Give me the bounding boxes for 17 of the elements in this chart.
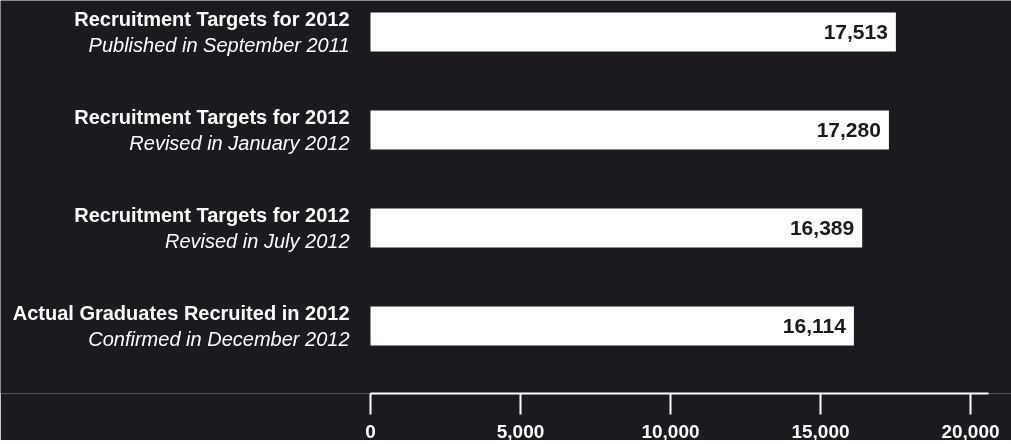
- data-label: 17,280: [816, 118, 881, 141]
- x-tick-label: 20,000: [941, 420, 1000, 442]
- bar: [370, 110, 889, 150]
- data-label: 16,114: [782, 314, 847, 337]
- x-tick-label: 5,000: [496, 420, 545, 442]
- bar: [370, 12, 896, 52]
- x-tick-label: 10,000: [641, 420, 700, 442]
- category-label: Recruitment Targets for 2012 Published in September 2011: [74, 7, 350, 56]
- bar: [370, 306, 854, 346]
- x-tick-label: 0: [365, 420, 376, 442]
- data-label: 17,513: [823, 20, 888, 43]
- data-label: 16,389: [789, 216, 855, 239]
- x-tick-label: 15,000: [791, 420, 850, 442]
- bar: [370, 208, 863, 248]
- category-label: Recruitment Targets for 2012 Revised in January 2012: [74, 105, 350, 154]
- category-label: Recruitment Targets for 2012 Revised in July 2012: [74, 203, 350, 252]
- category-label: Actual Graduates Recruited in 2012 Confirmed in December 2012: [12, 301, 350, 350]
